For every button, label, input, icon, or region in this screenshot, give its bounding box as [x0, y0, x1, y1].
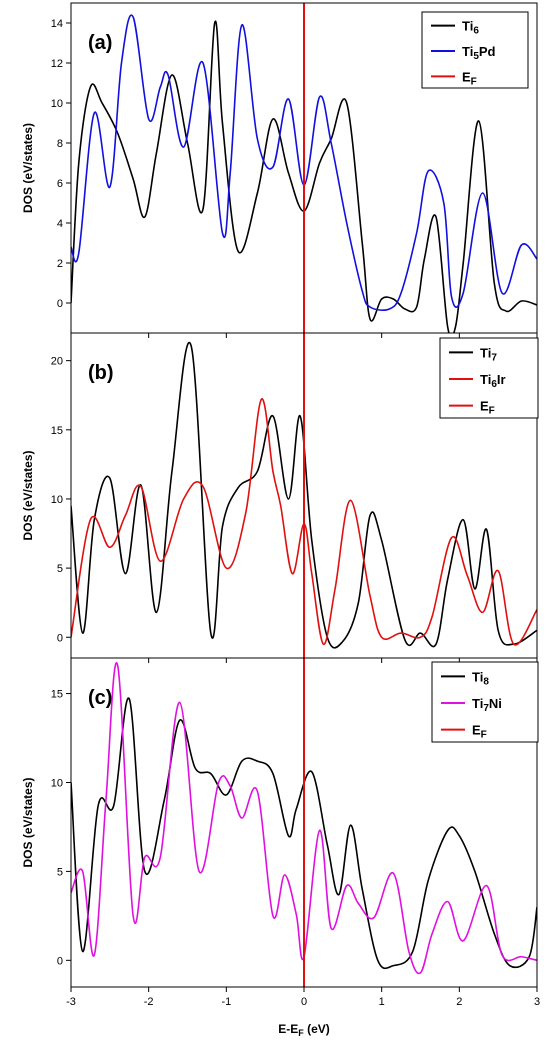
- legend-entry: Ti5Pd: [462, 44, 496, 62]
- x-tick-label: 0: [301, 996, 307, 1008]
- legend-entry: Ti7Ni: [472, 696, 502, 714]
- legend: Ti7 Ti6Ir EF: [439, 337, 539, 419]
- series-line-1: [71, 697, 537, 970]
- series-line-1: [71, 342, 537, 649]
- y-tick-label: 10: [51, 494, 63, 506]
- legend: Ti6 Ti5Pd EF: [421, 11, 529, 89]
- y-axis-label: DOS (eV/states): [21, 123, 35, 213]
- panel-label: (b): [88, 362, 114, 384]
- y-tick-label: 10: [51, 777, 63, 789]
- y-tick-label: 10: [51, 98, 63, 110]
- legend-entry: EF: [462, 69, 477, 87]
- legend-entry: Ti8: [472, 669, 489, 687]
- y-tick-label: 20: [51, 356, 63, 368]
- y-tick-label: 6: [57, 178, 63, 190]
- x-tick-label: -1: [221, 996, 231, 1008]
- y-tick-label: 12: [51, 58, 63, 70]
- panel-b: 0 5 10 15 20 (b) DOS (eV/states) Ti7 Ti6Ir EF: [21, 332, 539, 663]
- x-axis-label: E-EF (eV): [278, 1022, 330, 1038]
- legend-entry: Ti6: [462, 19, 479, 37]
- y-tick-label: 0: [57, 632, 63, 644]
- y-tick-label: 8: [57, 138, 63, 150]
- x-tick-label: -2: [144, 996, 154, 1008]
- legend-entry: EF: [480, 399, 495, 417]
- panel-a: 0 2 4 6 8 10 12 14 (a) DOS (eV/states) Ti6 Ti5Pd EF: [21, 2, 538, 338]
- x-tick-label: -3: [66, 996, 76, 1008]
- y-tick-label: 0: [57, 298, 63, 310]
- y-tick-label: 15: [51, 689, 63, 701]
- y-axis-label: DOS (eV/states): [21, 777, 35, 867]
- y-axis-label: DOS (eV/states): [21, 450, 35, 540]
- panel-c: 0 5 10 15 -3 -2 -1 0 1 2 3 (c) DOS (eV/states) Ti8 Ti7…: [21, 657, 540, 1038]
- panel-label: (c): [88, 687, 112, 709]
- legend-entry: Ti6Ir: [480, 372, 506, 390]
- x-tick-label: 2: [456, 996, 462, 1008]
- series-line-1: [71, 20, 537, 333]
- series-line-2: [71, 14, 537, 311]
- y-tick-label: 0: [57, 955, 63, 967]
- y-tick-label: 14: [51, 18, 63, 30]
- y-tick-label: 2: [57, 258, 63, 270]
- y-tick-label: 5: [57, 563, 63, 575]
- y-tick-label: 5: [57, 866, 63, 878]
- legend-entry: Ti7: [480, 345, 497, 363]
- y-tick-label: 4: [57, 218, 63, 230]
- plot-frame: [70, 657, 538, 988]
- series-line-2: [71, 662, 537, 975]
- legend: Ti8 Ti7Ni EF: [431, 661, 539, 743]
- panel-label: (a): [88, 32, 112, 54]
- y-tick-label: 15: [51, 425, 63, 437]
- legend-entry: EF: [472, 723, 487, 741]
- x-tick-label: 1: [379, 996, 385, 1008]
- x-tick-label: 3: [534, 996, 540, 1008]
